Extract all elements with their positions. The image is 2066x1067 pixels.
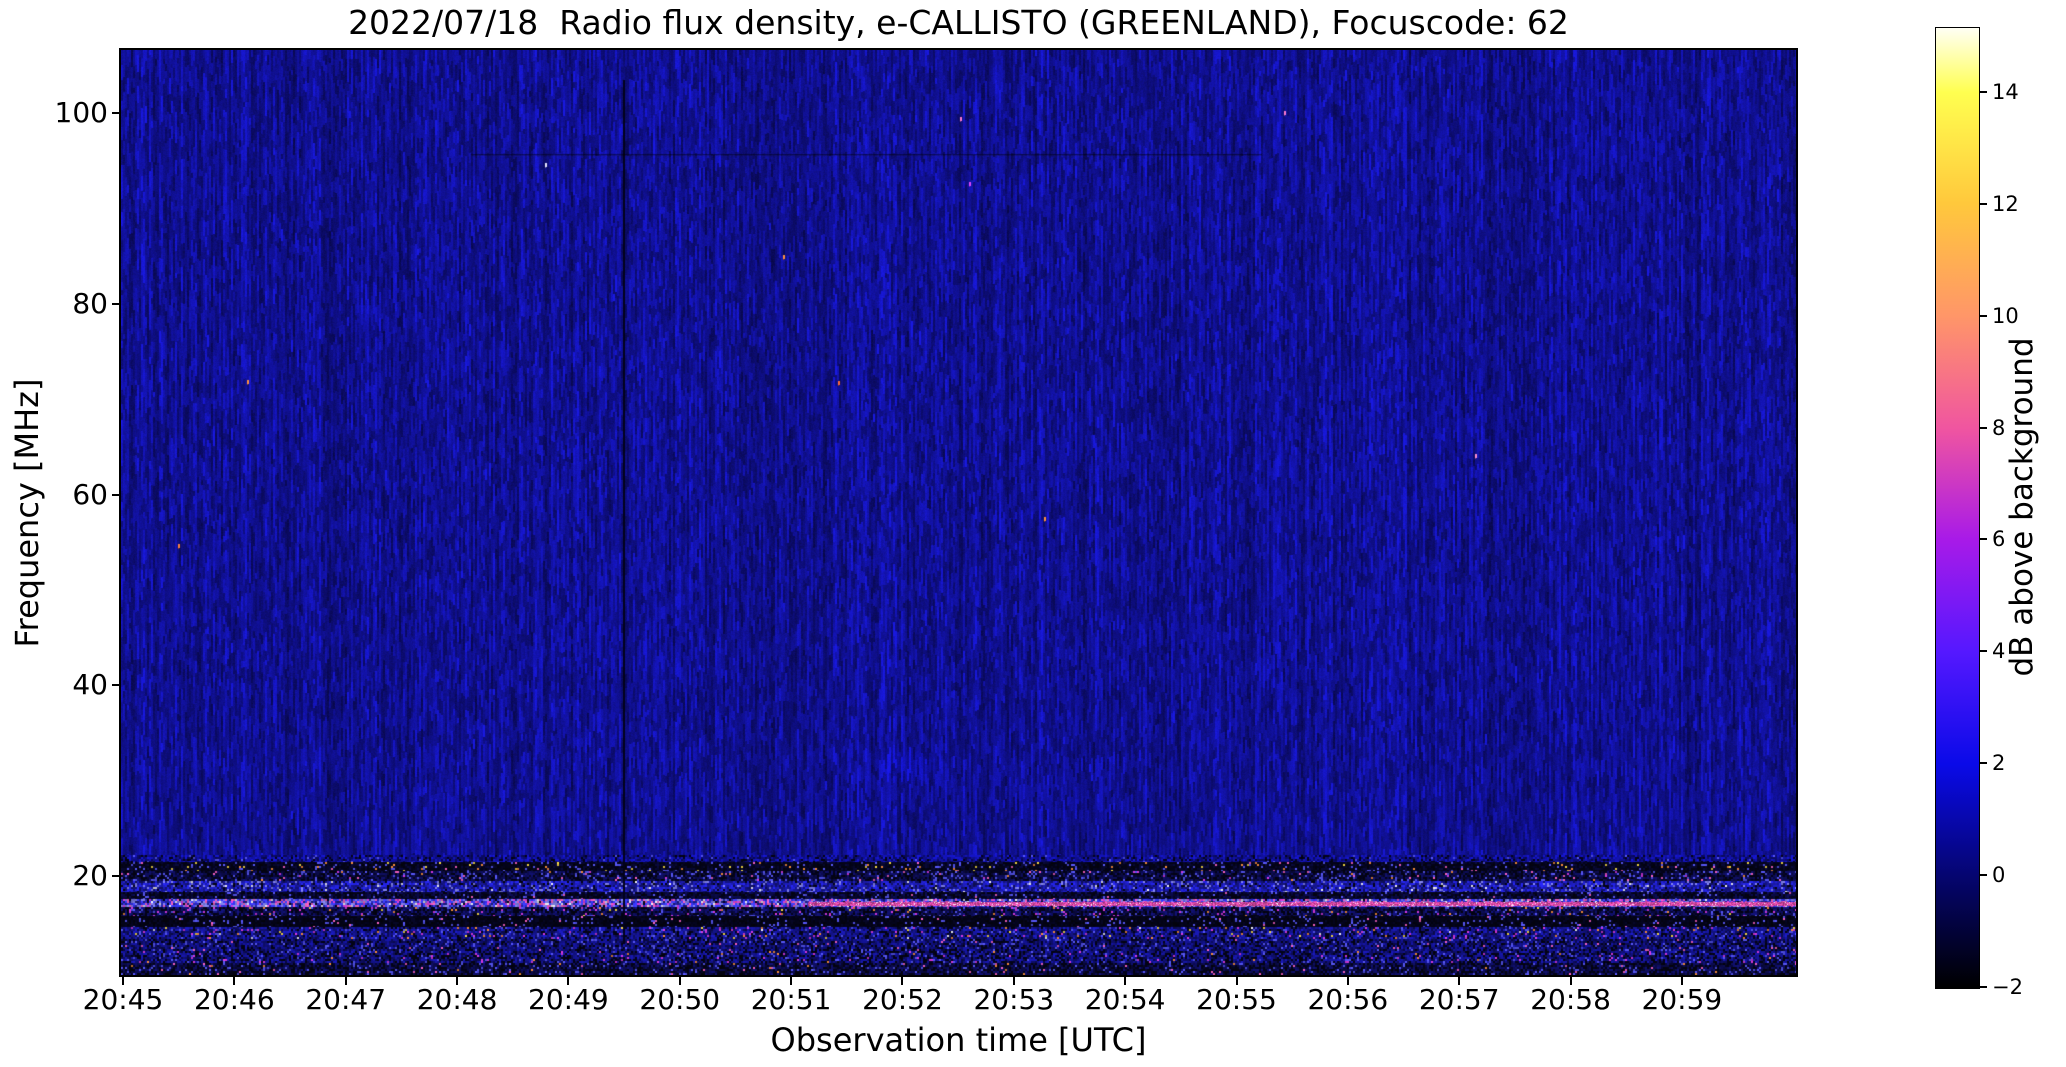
x-tick-label: 20:54: [1084, 983, 1166, 1016]
y-tick-label: 40: [72, 668, 108, 702]
x-tick-mark: [567, 976, 570, 985]
x-tick-mark: [344, 976, 347, 985]
x-tick-label: 20:55: [1196, 983, 1277, 1016]
colorbar-tick-label: 12: [1992, 191, 2019, 216]
x-tick-mark: [1458, 976, 1461, 985]
x-tick-label: 20:51: [750, 983, 832, 1016]
y-tick-label: 20: [72, 859, 108, 892]
x-tick-mark: [233, 976, 236, 985]
x-tick-mark: [1235, 976, 1238, 985]
colorbar-tick-mark: [1979, 650, 1987, 653]
x-tick-mark: [122, 976, 124, 985]
x-tick-label: 20:49: [528, 983, 609, 1016]
y-tick-mark: [112, 684, 121, 687]
colorbar-tick-mark: [1979, 538, 1987, 541]
y-tick-label: 60: [72, 477, 108, 511]
y-tick-label: 100: [54, 96, 108, 129]
colorbar-tick-label: 6: [1992, 527, 2006, 552]
x-tick-mark: [790, 976, 793, 985]
x-tick-mark: [678, 976, 681, 985]
x-axis-label: Observation time [UTC]: [770, 1021, 1147, 1059]
x-tick-mark: [1012, 976, 1015, 985]
x-tick-mark: [1346, 976, 1349, 985]
colorbar-tick-label: 2: [1992, 751, 2006, 776]
colorbar-tick-label: 0: [1992, 863, 2006, 888]
colorbar-tick-mark: [1979, 314, 1987, 317]
x-tick-label: 20:46: [193, 983, 275, 1016]
x-tick-label: 20:58: [1530, 983, 1611, 1016]
colorbar-tick-mark: [1979, 986, 1987, 988]
colorbar-label: dB above background: [2004, 337, 2040, 677]
colorbar-tick-label: −2: [1992, 975, 2023, 999]
y-tick-mark: [112, 493, 121, 496]
spectrogram-canvas: [121, 50, 1796, 975]
colorbar-tick-mark: [1979, 874, 1987, 877]
y-axis-label: Frequency [MHz]: [8, 378, 46, 648]
colorbar-tick-label: 4: [1992, 639, 2006, 664]
x-tick-label: 20:45: [82, 983, 164, 1016]
colorbar-tick-mark: [1979, 202, 1987, 205]
y-tick-mark: [112, 112, 121, 114]
x-tick-label: 20:50: [639, 983, 721, 1016]
x-tick-mark: [456, 976, 459, 985]
colorbar-tick-label: 10: [1992, 303, 2019, 328]
x-tick-label: 20:57: [1418, 983, 1500, 1016]
colorbar-tick-mark: [1979, 426, 1987, 429]
y-tick-label: 80: [72, 286, 108, 320]
x-tick-mark: [1680, 976, 1683, 985]
colorbar-tick-mark: [1979, 90, 1987, 93]
colorbar-tick-label: 14: [1992, 79, 2019, 104]
y-tick-mark: [112, 302, 121, 305]
x-tick-label: 20:53: [973, 983, 1055, 1016]
colorbar-tick-mark: [1979, 762, 1987, 765]
x-tick-label: 20:52: [862, 983, 943, 1016]
x-tick-mark: [901, 976, 904, 985]
x-tick-label: 20:56: [1307, 983, 1389, 1016]
chart-title: 2022/07/18 Radio flux density, e-CALLIST…: [348, 3, 1569, 42]
x-tick-mark: [1569, 976, 1572, 985]
y-tick-mark: [112, 875, 121, 877]
colorbar-gradient: [1935, 27, 1980, 989]
x-tick-label: 20:59: [1641, 983, 1723, 1016]
colorbar-tick-label: 8: [1992, 415, 2006, 440]
x-tick-label: 20:48: [416, 983, 498, 1016]
x-tick-mark: [1124, 976, 1127, 985]
x-tick-label: 20:47: [305, 983, 387, 1016]
